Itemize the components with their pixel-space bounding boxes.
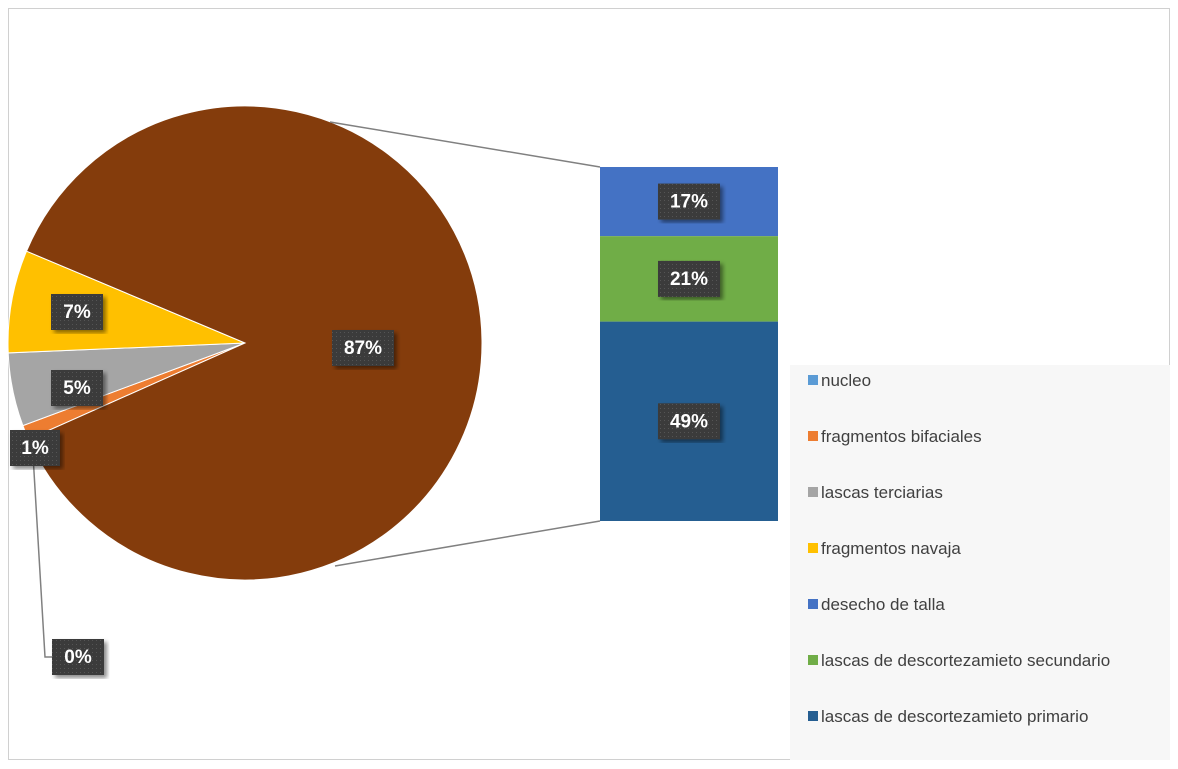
legend-swatch: [808, 599, 818, 609]
data-label-box: [52, 639, 104, 675]
data-label: 1%: [21, 438, 49, 459]
data-label-box: [51, 294, 103, 330]
data-label: 0%: [64, 647, 92, 668]
legend-item: nucleo: [808, 370, 1158, 392]
data-label: 7%: [63, 302, 91, 323]
data-label-box: [658, 403, 720, 440]
legend-item: fragmentos bifaciales: [808, 426, 1158, 448]
legend-label: lascas de descortezamieto primario: [821, 707, 1089, 726]
legend-swatch: [808, 431, 818, 441]
data-label: 49%: [670, 411, 708, 432]
data-label: 87%: [344, 338, 382, 359]
connector: [334, 520, 601, 567]
legend-item: desecho de talla: [808, 594, 1158, 616]
legend-swatch: [808, 711, 818, 721]
legend-label: fragmentos navaja: [821, 539, 961, 558]
legend-item: lascas de descortezamieto primario: [808, 706, 1158, 728]
data-label: 21%: [670, 269, 708, 290]
legend-item: lascas de descortezamieto secundario: [808, 650, 1158, 672]
legend-swatch: [808, 487, 818, 497]
data-label-box: [658, 183, 720, 220]
data-label-box: [10, 430, 60, 466]
legend: nucleo fragmentos bifaciales lascas tercia…: [790, 365, 1170, 760]
connector: [329, 121, 601, 168]
legend-label: fragmentos bifaciales: [821, 427, 982, 446]
legend-item: lascas terciarias: [808, 482, 1158, 504]
legend-label: lascas terciarias: [821, 483, 943, 502]
data-label-box: [332, 330, 394, 366]
data-label: 5%: [63, 378, 91, 399]
legend-swatch: [808, 655, 818, 665]
leader-line: [32, 454, 55, 658]
legend-label: nucleo: [821, 371, 872, 390]
legend-label: lascas de descortezamieto secundario: [821, 651, 1111, 670]
data-label: 17%: [670, 192, 708, 213]
legend-item: fragmentos navaja: [808, 538, 1158, 560]
data-label-box: [51, 370, 103, 406]
legend-label: desecho de talla: [821, 595, 945, 614]
legend-swatch: [808, 375, 818, 385]
data-label-box: [658, 260, 720, 297]
pie-slice: [25, 105, 483, 581]
legend-swatch: [808, 543, 818, 553]
